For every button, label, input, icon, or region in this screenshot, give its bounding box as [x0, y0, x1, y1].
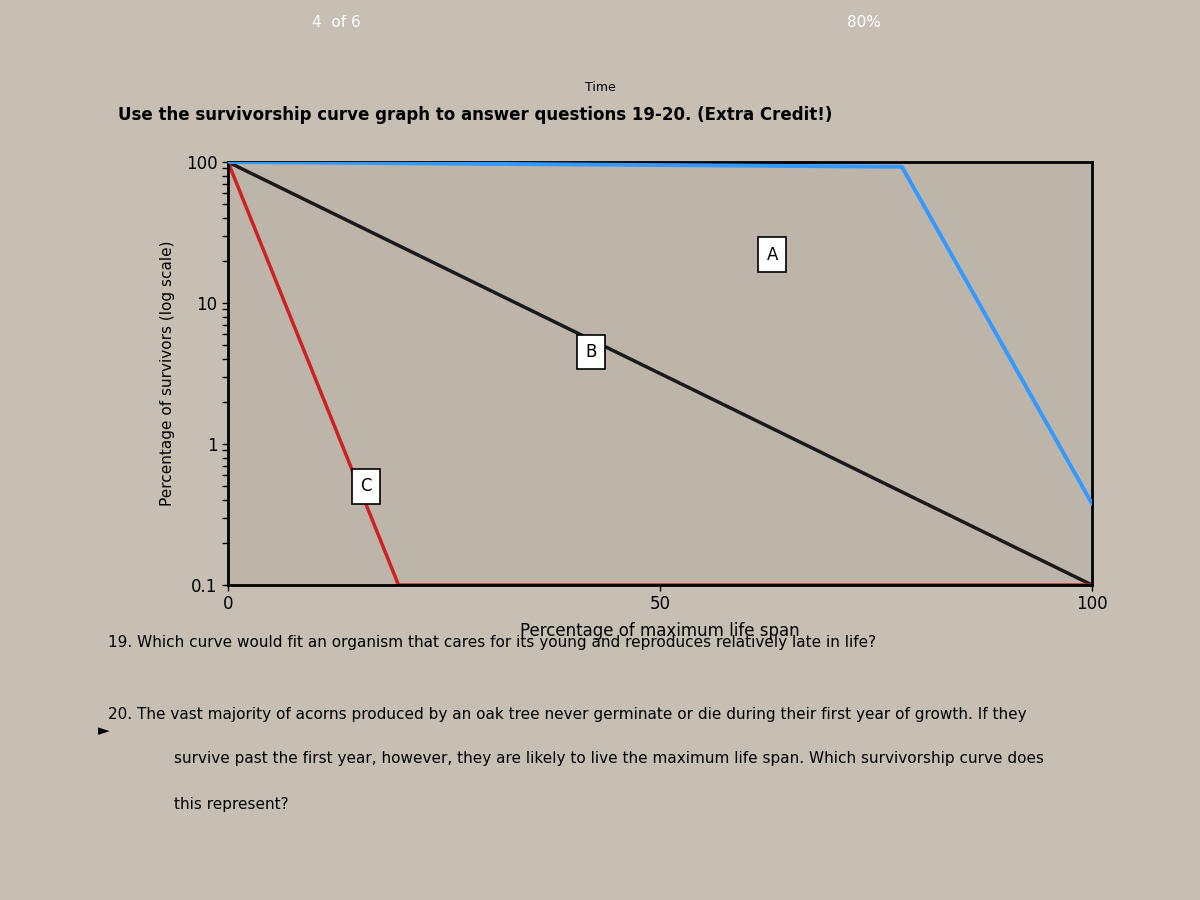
- Text: Use the survivorship curve graph to answer questions 19-20. (Extra Credit!): Use the survivorship curve graph to answ…: [118, 106, 833, 123]
- Text: this represent?: this represent?: [174, 796, 289, 812]
- Text: survive past the first year, however, they are likely to live the maximum life s: survive past the first year, however, th…: [174, 752, 1044, 767]
- Text: 19. Which curve would fit an organism that cares for its young and reproduces re: 19. Which curve would fit an organism th…: [108, 634, 876, 650]
- Text: A: A: [767, 246, 778, 264]
- Text: B: B: [586, 343, 596, 361]
- Text: Time: Time: [584, 81, 616, 94]
- X-axis label: Percentage of maximum life span: Percentage of maximum life span: [520, 622, 800, 640]
- Text: 4  of 6: 4 of 6: [312, 14, 360, 30]
- Y-axis label: Percentage of survivors (log scale): Percentage of survivors (log scale): [160, 240, 175, 506]
- Text: C: C: [360, 477, 372, 495]
- Text: ►: ►: [98, 723, 110, 738]
- Text: 20. The vast majority of acorns produced by an oak tree never germinate or die d: 20. The vast majority of acorns produced…: [108, 706, 1027, 722]
- Text: 80%: 80%: [847, 14, 881, 30]
